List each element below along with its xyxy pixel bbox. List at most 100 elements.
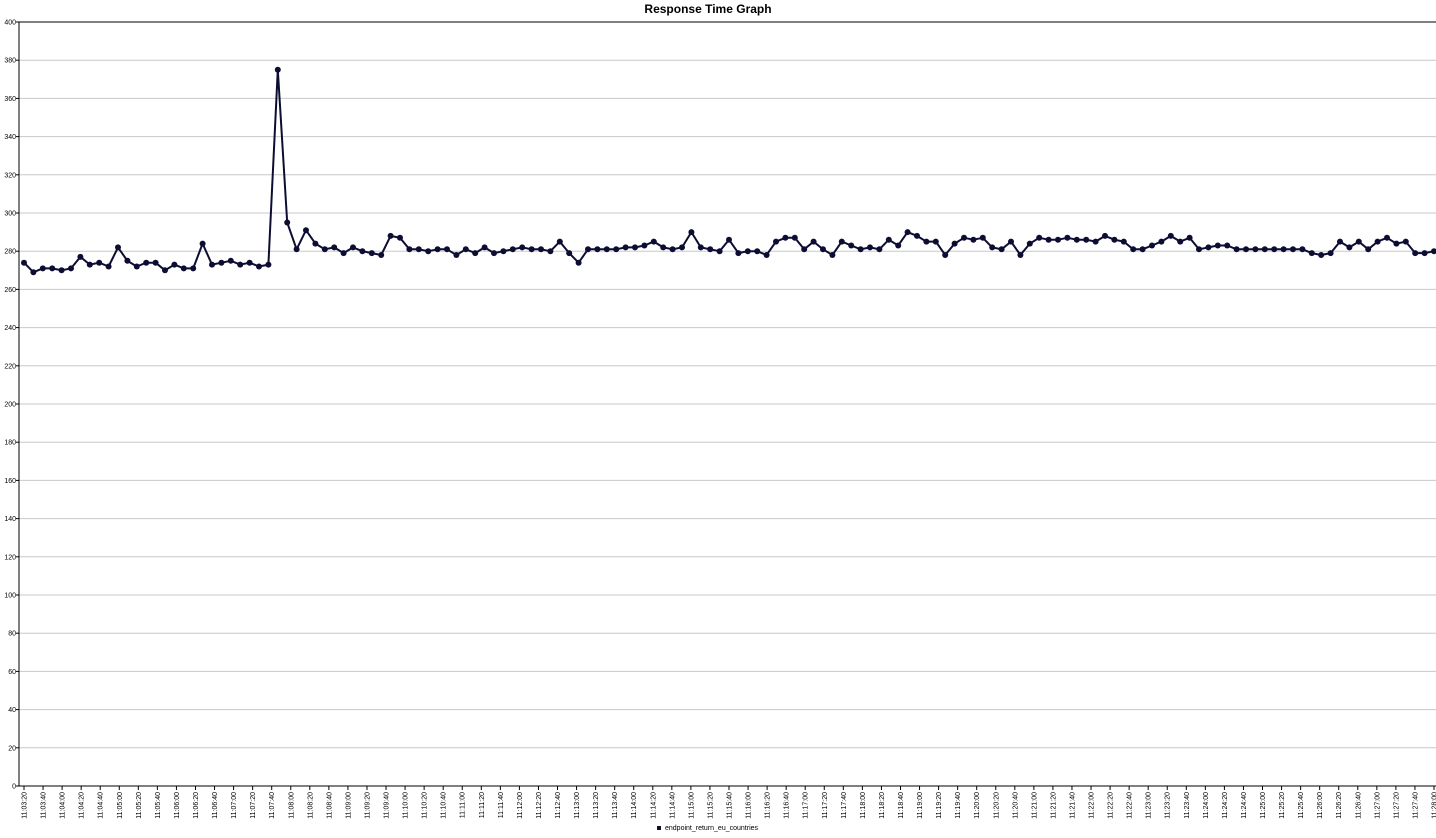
x-tick-label: 11:26:40 [1355, 792, 1362, 819]
data-point [180, 265, 187, 272]
data-point [256, 263, 262, 270]
y-tick-label: 120 [4, 554, 16, 561]
data-point [707, 246, 714, 253]
y-tick-label: 60 [8, 669, 16, 676]
x-tick-label: 11:18:40 [898, 792, 905, 819]
y-tick-label: 20 [8, 745, 16, 752]
data-point [1102, 232, 1108, 239]
x-tick-label: 11:20:40 [1012, 792, 1019, 819]
data-point [1149, 242, 1155, 249]
data-point [340, 250, 347, 257]
data-point [312, 240, 319, 247]
x-tick-label: 11:09:00 [345, 792, 352, 819]
x-tick-label: 11:12:00 [517, 792, 524, 819]
data-point [500, 248, 507, 255]
data-point [782, 234, 789, 241]
data-point [650, 238, 657, 245]
data-point [415, 246, 422, 253]
data-point [293, 246, 300, 253]
data-point [77, 253, 84, 260]
data-point [1167, 232, 1174, 239]
x-tick-label: 11:03:40 [41, 792, 48, 819]
data-point [1205, 244, 1212, 251]
data-point [434, 246, 441, 253]
data-point [368, 250, 375, 257]
data-point [528, 246, 535, 253]
data-point [641, 242, 648, 249]
data-point [30, 269, 37, 276]
data-point [660, 244, 667, 251]
data-point [115, 244, 121, 251]
x-tick-label: 11:25:40 [1298, 792, 1305, 819]
x-tick-label: 11:04:00 [60, 792, 67, 819]
x-tick-label: 11:23:00 [1146, 792, 1153, 819]
data-point [378, 252, 385, 258]
legend-label: endpoint_return_eu_countries [665, 825, 759, 832]
x-tick-label: 11:04:40 [98, 792, 105, 819]
data-point [876, 246, 883, 253]
x-tick-label: 11:05:20 [136, 792, 143, 819]
data-point [152, 259, 159, 266]
x-tick-label: 11:14:20 [650, 792, 657, 819]
x-tick-label: 11:08:00 [288, 792, 295, 819]
data-point [1158, 238, 1165, 245]
x-tick-label: 11:18:20 [879, 792, 886, 819]
x-tick-label: 11:13:20 [593, 792, 600, 819]
data-point [622, 244, 629, 251]
data-point [162, 267, 168, 274]
data-point [1214, 242, 1221, 249]
data-point [688, 229, 695, 236]
data-point [538, 246, 544, 253]
data-point [829, 252, 836, 258]
x-tick-label: 11:13:40 [612, 792, 619, 819]
y-tick-label: 140 [4, 516, 16, 523]
data-point [1045, 236, 1052, 243]
x-tick-label: 11:24:40 [1241, 792, 1248, 819]
x-tick-label: 11:26:20 [1336, 792, 1343, 819]
x-tick-label: 11:12:40 [555, 792, 562, 819]
data-point [124, 257, 131, 264]
x-tick-label: 11:08:40 [326, 792, 333, 819]
data-point [932, 238, 939, 245]
data-point [914, 232, 920, 239]
data-point [585, 246, 591, 253]
data-point [848, 242, 855, 249]
data-point [1252, 246, 1259, 253]
x-tick-label: 11:07:20 [250, 792, 257, 819]
y-tick-label: 380 [4, 58, 16, 65]
x-tick-label: 11:06:00 [174, 792, 181, 819]
data-point [218, 259, 225, 266]
data-point [1196, 246, 1202, 253]
data-point [519, 244, 526, 251]
data-point [1064, 234, 1071, 241]
x-tick-label: 11:28:00 [1432, 792, 1436, 819]
data-point [754, 248, 761, 255]
data-point [39, 265, 46, 272]
data-point [1111, 236, 1118, 243]
data-point [1092, 238, 1099, 245]
x-axis-ticks: 11:03:20 11:03:40 11:04:00 11:04:20 11:04:40… [22, 786, 1436, 819]
data-point [1036, 234, 1043, 241]
data-point [190, 265, 197, 272]
x-tick-label: 11:17:20 [822, 792, 829, 819]
data-point [1421, 250, 1428, 257]
data-point [1261, 246, 1268, 253]
data-point [509, 246, 516, 253]
data-point [857, 246, 864, 253]
x-tick-label: 11:10:20 [422, 792, 429, 819]
series-layer [21, 66, 1436, 276]
data-point [942, 252, 949, 258]
x-tick-label: 11:15:00 [688, 792, 695, 819]
x-tick-label: 11:15:20 [707, 792, 714, 819]
x-tick-label: 11:10:00 [403, 792, 410, 819]
x-tick-label: 11:24:20 [1222, 792, 1229, 819]
data-point [331, 244, 338, 251]
x-tick-label: 11:23:20 [1165, 792, 1172, 819]
data-point [1290, 246, 1296, 253]
data-point [1139, 246, 1146, 253]
x-tick-label: 11:24:00 [1203, 792, 1210, 819]
x-tick-label: 11:20:00 [974, 792, 981, 819]
x-tick-label: 11:19:20 [936, 792, 943, 819]
data-point [1130, 246, 1137, 253]
x-tick-label: 11:19:00 [917, 792, 924, 819]
